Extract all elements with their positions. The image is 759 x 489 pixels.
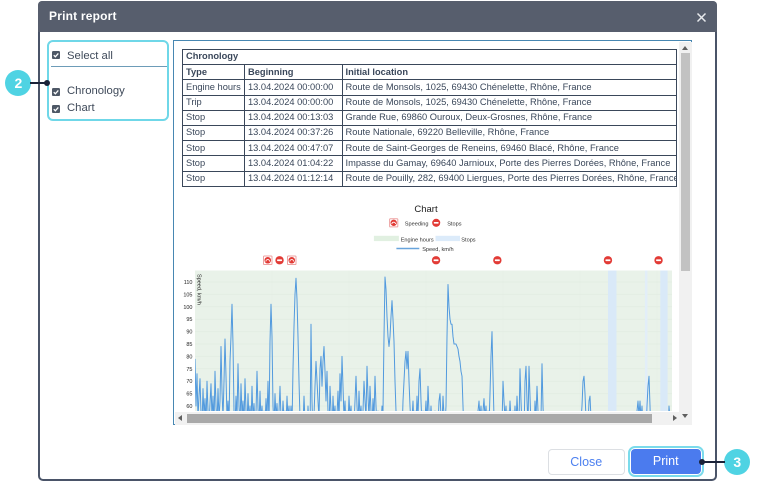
svg-text:Engine hours: Engine hours: [401, 237, 434, 243]
svg-text:60: 60: [186, 404, 192, 410]
svg-text:Speeding: Speeding: [405, 221, 429, 227]
svg-text:Chart: Chart: [414, 204, 438, 215]
svg-text:105: 105: [183, 292, 192, 298]
svg-text:95: 95: [186, 317, 192, 323]
svg-text:90: 90: [186, 330, 192, 336]
svg-text:75: 75: [186, 367, 192, 373]
svg-text:80: 80: [186, 354, 192, 360]
svg-text:85: 85: [186, 342, 192, 348]
svg-text:Stops: Stops: [447, 221, 462, 227]
svg-text:110: 110: [184, 280, 193, 286]
svg-text:Speed, km/h: Speed, km/h: [196, 274, 202, 305]
svg-text:Speed, km/h: Speed, km/h: [422, 247, 453, 253]
svg-text:65: 65: [186, 392, 192, 398]
svg-text:70: 70: [186, 379, 192, 385]
svg-text:Stops: Stops: [461, 237, 476, 243]
svg-text:100: 100: [183, 305, 192, 311]
